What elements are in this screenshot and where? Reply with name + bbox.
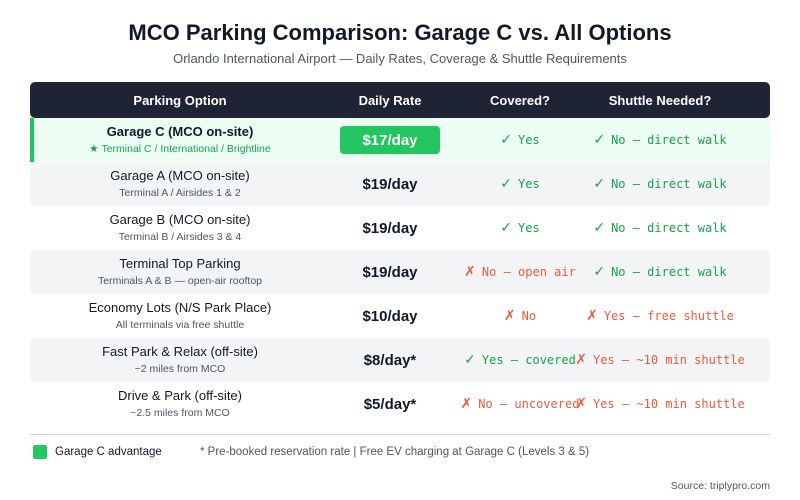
- rate-cell: $19/day: [330, 220, 450, 237]
- option-cell: Garage B (MCO on-site) Terminal B / Airsi…: [30, 212, 330, 243]
- shuttle-text: No — direct walk: [611, 177, 727, 191]
- covered-cell: ✓ Yes: [450, 176, 590, 192]
- option-name: Garage C (MCO on-site): [106, 124, 254, 140]
- table-row: Garage A (MCO on-site) Terminal A / Airsi…: [30, 162, 770, 206]
- shuttle-text: No — direct walk: [611, 265, 727, 279]
- option-cell: Terminal Top Parking Terminals A & B — op…: [30, 256, 330, 287]
- rate-value: $19/day: [362, 263, 418, 281]
- shuttle-cell: ✓ No — direct walk: [590, 132, 730, 148]
- covered-cell: ✗ No — uncovered: [450, 396, 590, 412]
- covered-text: Yes: [518, 221, 540, 235]
- rate-cell: $17/day: [330, 126, 450, 154]
- table-body: Garage C (MCO on-site) ★ Terminal C / Int…: [30, 118, 770, 426]
- shuttle-text: Yes — ~10 min shuttle: [593, 353, 745, 367]
- covered-text: No: [521, 309, 537, 323]
- column-header-shuttle: Shuttle Needed?: [608, 92, 712, 108]
- check-icon: ✓: [464, 352, 476, 368]
- rate-highlight-badge: $17/day: [340, 126, 440, 154]
- shuttle-text: Yes — ~10 min shuttle: [593, 397, 745, 411]
- option-name: Fast Park & Relax (off-site): [102, 344, 258, 360]
- table-row: Garage B (MCO on-site) Terminal B / Airsi…: [30, 206, 770, 250]
- footer-divider: [30, 434, 770, 435]
- covered-cell: ✗ No: [450, 308, 590, 324]
- cross-icon: ✗: [586, 308, 598, 324]
- covered-text: Yes — covered: [481, 353, 576, 367]
- legend-swatch: [33, 445, 47, 459]
- shuttle-cell: ✓ No — direct walk: [590, 176, 730, 192]
- column-header-option: Parking Option: [133, 92, 227, 108]
- cross-icon: ✗: [575, 352, 588, 368]
- option-subtitle: Terminal A / Airsides 1 & 2: [119, 186, 241, 199]
- option-subtitle: ★ Terminal C / International / Brightlin…: [89, 142, 271, 155]
- cross-icon: ✗: [460, 396, 473, 412]
- shuttle-cell: ✗ Yes — free shuttle: [586, 308, 734, 324]
- table-row: Terminal Top Parking Terminals A & B — op…: [30, 250, 770, 294]
- rate-cell: $19/day: [330, 176, 450, 193]
- covered-text: Yes: [518, 133, 540, 147]
- column-header-covered: Covered?: [490, 92, 550, 108]
- rate-value: $10/day: [362, 307, 418, 325]
- option-subtitle: Terminals A & B — open-air rooftop: [98, 274, 262, 287]
- shuttle-cell: ✗ Yes — ~10 min shuttle: [575, 352, 744, 368]
- cross-icon: ✗: [464, 264, 476, 280]
- page-subtitle: Orlando International Airport — Daily Ra…: [173, 51, 627, 66]
- option-subtitle: All terminals via free shuttle: [115, 318, 245, 331]
- check-icon: ✓: [500, 176, 513, 192]
- check-icon: ✓: [593, 264, 606, 280]
- shuttle-cell: ✗ Yes — ~10 min shuttle: [575, 396, 744, 412]
- source-credit: Source: triplypro.com: [670, 480, 770, 492]
- column-header-rate: Daily Rate: [358, 92, 422, 108]
- rate-cell: $19/day: [330, 264, 450, 281]
- option-name: Drive & Park (off-site): [117, 388, 242, 404]
- rate-cell: $10/day: [330, 308, 450, 325]
- check-icon: ✓: [500, 132, 513, 148]
- table-row: Garage C (MCO on-site) ★ Terminal C / Int…: [30, 118, 770, 162]
- option-name: Economy Lots (N/S Park Place): [88, 300, 272, 316]
- shuttle-text: No — direct walk: [611, 133, 727, 147]
- check-icon: ✓: [593, 132, 606, 148]
- rate-value: $8/day*: [363, 351, 417, 369]
- rate-value: $19/day: [362, 219, 418, 237]
- check-icon: ✓: [593, 220, 606, 236]
- option-subtitle: ~2.5 miles from MCO: [130, 406, 230, 419]
- check-icon: ✓: [593, 176, 606, 192]
- rate-cell: $5/day*: [330, 396, 450, 413]
- covered-cell: ✓ Yes: [450, 132, 590, 148]
- option-name: Garage A (MCO on-site): [110, 168, 250, 184]
- table-header: Parking Option Daily Rate Covered? Shutt…: [30, 82, 770, 118]
- covered-cell: ✓ Yes: [450, 220, 590, 236]
- option-subtitle: ~2 miles from MCO: [134, 362, 226, 375]
- rate-value: $5/day*: [363, 395, 417, 413]
- option-cell: Garage C (MCO on-site) ★ Terminal C / Int…: [30, 124, 330, 155]
- shuttle-text: No — direct walk: [611, 221, 727, 235]
- shuttle-cell: ✓ No — direct walk: [590, 264, 730, 280]
- covered-text: No — uncovered: [478, 397, 580, 411]
- comparison-table: Parking Option Daily Rate Covered? Shutt…: [30, 82, 770, 426]
- shuttle-cell: ✓ No — direct walk: [590, 220, 730, 236]
- rate-cell: $8/day*: [330, 352, 450, 369]
- page-title: MCO Parking Comparison: Garage C vs. All…: [128, 20, 672, 45]
- cross-icon: ✗: [503, 308, 516, 324]
- option-cell: Garage A (MCO on-site) Terminal A / Airsi…: [30, 168, 330, 199]
- option-subtitle: Terminal B / Airsides 3 & 4: [118, 230, 242, 243]
- rate-value: $19/day: [362, 175, 418, 193]
- option-name: Garage B (MCO on-site): [109, 212, 251, 228]
- table-row: Economy Lots (N/S Park Place) All termina…: [30, 294, 770, 338]
- check-icon: ✓: [500, 220, 513, 236]
- option-cell: Economy Lots (N/S Park Place) All termina…: [30, 300, 330, 331]
- option-name: Terminal Top Parking: [119, 256, 241, 272]
- covered-text: Yes: [518, 177, 540, 191]
- table-row: Fast Park & Relax (off-site) ~2 miles fro…: [30, 338, 770, 382]
- legend-label: Garage C advantage: [55, 446, 162, 458]
- table-row: Drive & Park (off-site) ~2.5 miles from M…: [30, 382, 770, 426]
- cross-icon: ✗: [575, 396, 588, 412]
- shuttle-text: Yes — free shuttle: [603, 309, 734, 323]
- covered-cell: ✗ No — open air: [450, 264, 590, 280]
- covered-cell: ✓ Yes — covered: [450, 352, 590, 368]
- covered-text: No — open air: [481, 265, 576, 279]
- footnote: * Pre-booked reservation rate | Free EV …: [200, 446, 590, 458]
- option-cell: Fast Park & Relax (off-site) ~2 miles fro…: [30, 344, 330, 375]
- option-cell: Drive & Park (off-site) ~2.5 miles from M…: [30, 388, 330, 419]
